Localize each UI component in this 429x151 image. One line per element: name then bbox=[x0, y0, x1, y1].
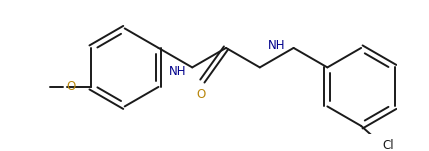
Text: O: O bbox=[67, 80, 76, 93]
Text: NH: NH bbox=[268, 39, 285, 51]
Text: O: O bbox=[197, 88, 206, 101]
Text: Cl: Cl bbox=[383, 139, 394, 151]
Text: NH: NH bbox=[169, 65, 186, 78]
